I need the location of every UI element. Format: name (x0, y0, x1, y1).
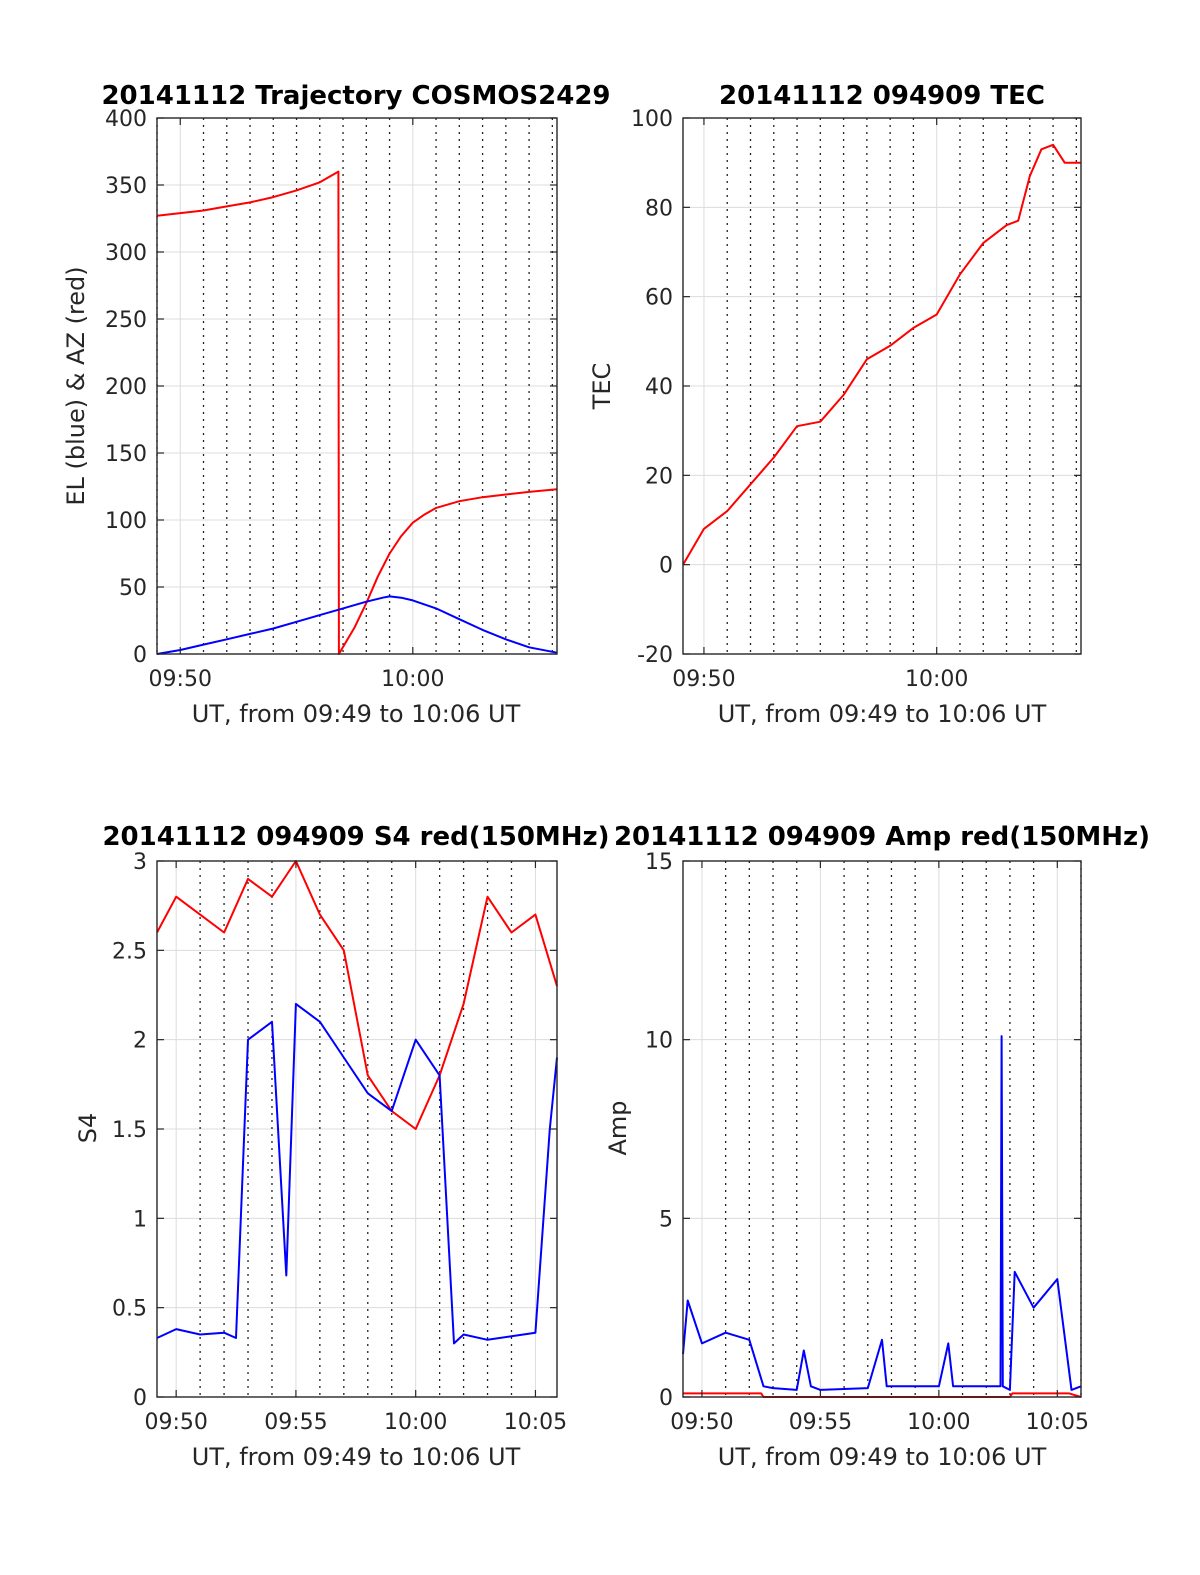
trajectory-ytick-label-6: 300 (105, 241, 147, 266)
amp-ylabel: Amp (604, 1100, 632, 1155)
amp-xlabel: UT, from 09:49 to 10:06 UT (718, 1443, 1047, 1471)
trajectory-ytick-label-5: 250 (105, 308, 147, 333)
trajectory-series (156, 170, 558, 655)
trajectory-ytick-label-3: 150 (105, 442, 147, 467)
amp-xtick-label-1: 09:55 (789, 1410, 852, 1435)
trajectory-title: 20141112 Trajectory COSMOS2429 (101, 81, 610, 111)
tec-title: 20141112 094909 TEC (719, 81, 1045, 111)
tec-ytick-label-2: 20 (645, 464, 673, 489)
trajectory-ytick-label-7: 350 (105, 174, 147, 199)
trajectory-grid (156, 117, 557, 655)
s4-xtick-label-3: 10:05 (504, 1410, 567, 1435)
tec-xtick-label-1: 10:00 (905, 667, 968, 692)
s4-series (156, 860, 558, 1345)
trajectory-plot: 20141112 Trajectory COSMOS2429 UT, from … (62, 81, 611, 728)
tec-ytick-label-3: 40 (645, 375, 673, 400)
s4-ytick-label-4: 2 (133, 1029, 147, 1054)
s4-ytick-label-5: 2.5 (112, 939, 147, 964)
trajectory-series-1-line (156, 595, 558, 655)
amp-title: 20141112 094909 Amp red(150MHz) (614, 822, 1150, 852)
trajectory-ytick-label-1: 50 (119, 576, 147, 601)
s4-ytick-label-1: 0.5 (112, 1297, 147, 1322)
tec-ytick-label-0: -20 (637, 643, 673, 668)
trajectory-xtick-label-0: 09:50 (149, 667, 212, 692)
tec-plot: 20141112 094909 TEC UT, from 09:49 to 10… (588, 81, 1082, 728)
amp-xtick-label-3: 10:05 (1026, 1410, 1089, 1435)
tec-ytick-label-5: 80 (645, 196, 673, 221)
s4-title: 20141112 094909 S4 red(150MHz) (102, 822, 609, 852)
s4-ylabel: S4 (74, 1113, 102, 1144)
s4-ytick-label-3: 1.5 (112, 1118, 147, 1143)
trajectory-ytick-label-0: 0 (133, 643, 147, 668)
tec-grid (683, 117, 1081, 655)
amp-ytick-label-2: 10 (645, 1029, 673, 1054)
tec-series-0-line (682, 143, 1081, 566)
s4-grid (157, 860, 557, 1398)
amp-series-1-line (682, 1035, 1082, 1391)
s4-series-1-line (156, 1002, 558, 1345)
trajectory-xtick-label-1: 10:00 (381, 667, 444, 692)
tec-ylabel: TEC (588, 363, 616, 411)
amp-ytick-label-1: 5 (659, 1207, 673, 1232)
tec-ytick-label-4: 60 (645, 286, 673, 311)
tec-ytick-label-6: 100 (631, 107, 673, 132)
s4-ytick-label-0: 0 (133, 1386, 147, 1411)
amp-xtick-label-2: 10:00 (907, 1410, 970, 1435)
trajectory-xlabel: UT, from 09:49 to 10:06 UT (192, 700, 521, 728)
tec-series (682, 143, 1081, 566)
trajectory-ytick-label-8: 400 (105, 107, 147, 132)
s4-xlabel: UT, from 09:49 to 10:06 UT (192, 1443, 521, 1471)
trajectory-ytick-label-4: 200 (105, 375, 147, 400)
s4-plot: 20141112 094909 S4 red(150MHz) UT, from … (74, 822, 610, 1471)
s4-xtick-label-1: 09:55 (264, 1410, 327, 1435)
s4-xtick-label-2: 10:00 (384, 1410, 447, 1435)
tec-xtick-label-0: 09:50 (672, 667, 735, 692)
amp-grid (683, 860, 1082, 1398)
trajectory-series-0-line (156, 170, 558, 655)
amp-plot: 20141112 094909 Amp red(150MHz) UT, from… (604, 822, 1150, 1471)
amp-ytick-label-3: 15 (645, 850, 673, 875)
amp-xtick-label-0: 09:50 (670, 1410, 733, 1435)
s4-ytick-label-2: 1 (133, 1207, 147, 1232)
trajectory-ylabel: EL (blue) & AZ (red) (62, 266, 90, 505)
amp-axes-box (682, 860, 1082, 1398)
trajectory-ytick-label-2: 100 (105, 509, 147, 534)
tec-xlabel: UT, from 09:49 to 10:06 UT (718, 700, 1047, 728)
s4-ytick-label-6: 3 (133, 850, 147, 875)
tec-ytick-label-1: 0 (659, 554, 673, 579)
amp-ytick-label-0: 0 (659, 1386, 673, 1411)
s4-xtick-label-0: 09:50 (144, 1410, 207, 1435)
s4-series-0-line (156, 860, 558, 1130)
amp-series (682, 1035, 1082, 1398)
